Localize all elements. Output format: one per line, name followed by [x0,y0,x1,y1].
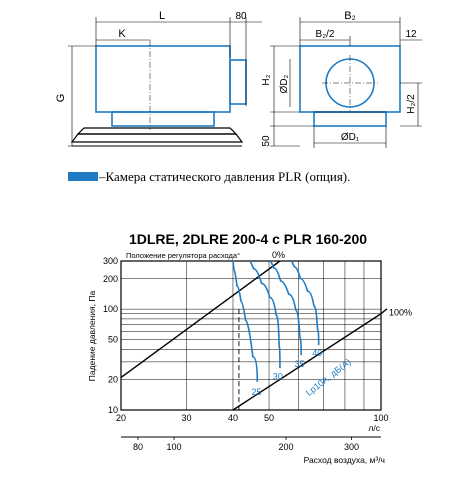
noise-curve-25 [232,260,259,382]
x-tick-label: 40 [228,413,238,423]
boundary-label-100: 100% [389,308,412,318]
inlet-duct-front [313,111,387,127]
dim-H2-label: H₂ [261,74,272,85]
dim-K-label: K [118,28,126,40]
x2-tick-labels: 80 100 200 300 [133,437,359,452]
y-tick-label: 300 [103,256,118,266]
dim-D1-label: ØD₁ [341,132,360,143]
y-axis-label: Падение давления, Па [87,291,97,382]
y-tick-label: 100 [103,304,118,314]
outlet-spigot [229,59,247,105]
dim-D2-label: ØD₂ [279,74,290,93]
noise-label-30: 30 [273,372,283,382]
dim-80-label: 80 [235,11,247,22]
x2-tick-label: 300 [344,442,359,452]
dim-L-label: L [159,10,165,22]
dim-B2-label: B₂ [344,10,356,22]
x-tick-label: 30 [181,413,191,423]
dim-12-label: 12 [405,29,417,40]
boundary-line-100 [232,313,382,411]
x2-tick-label: 80 [133,442,143,452]
y-tick-label: 10 [108,405,118,415]
x-tick-label: 20 [116,413,126,423]
x-axis-unit-label: л/с [368,423,380,433]
x-tick-labels: 20 30 40 50 100 [116,413,389,423]
x2-tick-label: 100 [167,442,182,452]
noise-axis-label: Lp10A, дБ(А) [304,357,353,398]
legend-swatch [68,172,98,181]
noise-label-35: 35 [294,359,304,369]
x2-tick-label: 200 [279,442,294,452]
noise-label-25: 25 [252,387,262,397]
pressure-drop-chart: 1DLRE, 2DLRE 200-4 с PLR 160-200 Положен… [87,231,412,465]
x-tick-label: 100 [373,413,388,423]
legend: –Камера статического давления PLR (опция… [68,169,350,184]
x2-axis-label: Расход воздуха, м³/ч [304,455,385,465]
y-tick-label: 200 [103,274,118,284]
y-tick-label: 20 [108,375,118,385]
plr-chamber-side [95,45,231,113]
front-view: B₂ B₂/2 12 H₂ ØD₂ H₂/2 50 ØD₁ [261,10,422,148]
boundary-line-0 [120,260,281,379]
noise-curve-30 [249,260,281,369]
y-tick-label: 50 [108,334,118,344]
base-plate [70,133,244,143]
dim-H2-half-label: H₂/2 [406,94,417,114]
noise-curve-35 [269,260,302,356]
chart-lines [120,260,388,411]
boundary-label-0: 0% [272,250,285,260]
inlet-duct [111,111,215,127]
side-view: L 80 K G [55,10,262,147]
chart-subtitle: Положение регулятора расхода° [126,251,240,260]
y-tick-labels: 10 20 50 100 200 300 [103,256,118,415]
noise-label-40: 40 [312,348,322,358]
dim-B2-half-label: B₂/2 [316,29,335,40]
chart-title: 1DLRE, 2DLRE 200-4 с PLR 160-200 [129,231,367,247]
dim-50-label: 50 [261,135,272,147]
noise-curve-40 [290,260,320,346]
boundary-line-100-ext [380,308,388,315]
x-tick-label: 50 [264,413,274,423]
legend-text: –Камера статического давления PLR (опция… [98,169,350,184]
dim-G-label: G [55,94,67,103]
